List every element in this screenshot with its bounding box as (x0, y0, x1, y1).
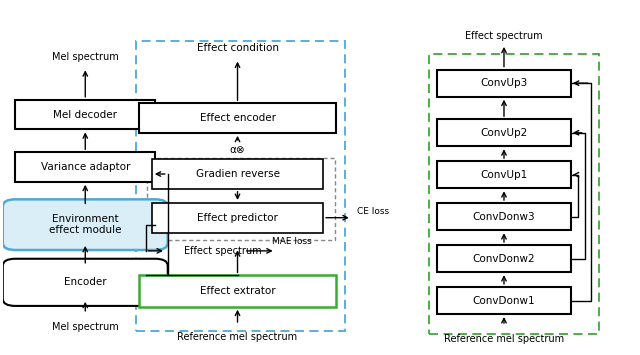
Text: Effect encoder: Effect encoder (200, 113, 276, 123)
Text: Mel spectrum: Mel spectrum (52, 52, 118, 62)
Text: α⊗: α⊗ (230, 146, 245, 155)
Text: Gradien reverse: Gradien reverse (196, 169, 280, 179)
FancyBboxPatch shape (152, 159, 323, 189)
Text: ConvDonw2: ConvDonw2 (473, 253, 535, 263)
FancyBboxPatch shape (15, 100, 155, 130)
Text: Effect predictor: Effect predictor (197, 213, 278, 223)
Text: Mel spectrum: Mel spectrum (52, 322, 118, 332)
FancyBboxPatch shape (139, 275, 336, 307)
Text: CE loss: CE loss (356, 207, 388, 216)
Text: Reference mel spectrum: Reference mel spectrum (177, 332, 298, 342)
Text: Reference mel spectrum: Reference mel spectrum (444, 334, 564, 344)
Text: Encoder: Encoder (64, 277, 107, 287)
Text: ConvDonw3: ConvDonw3 (473, 212, 535, 222)
Text: Effect condition: Effect condition (196, 43, 278, 53)
FancyBboxPatch shape (437, 70, 571, 97)
FancyBboxPatch shape (437, 245, 571, 272)
Text: ConvDonw1: ConvDonw1 (473, 295, 535, 306)
FancyBboxPatch shape (3, 259, 168, 306)
FancyBboxPatch shape (3, 200, 168, 250)
FancyBboxPatch shape (139, 103, 336, 133)
FancyBboxPatch shape (152, 203, 323, 233)
Text: Environment
effect module: Environment effect module (49, 214, 122, 235)
FancyBboxPatch shape (437, 287, 571, 314)
Text: MAE loss: MAE loss (271, 236, 311, 246)
FancyBboxPatch shape (437, 119, 571, 146)
FancyBboxPatch shape (437, 161, 571, 189)
Text: Effect extrator: Effect extrator (200, 286, 275, 296)
FancyBboxPatch shape (15, 152, 155, 182)
FancyBboxPatch shape (437, 203, 571, 230)
Text: ConvUp1: ConvUp1 (481, 170, 527, 180)
Text: Variance adaptor: Variance adaptor (40, 162, 130, 172)
Text: Mel decoder: Mel decoder (53, 110, 117, 120)
Text: Effect spectrum: Effect spectrum (465, 31, 543, 41)
Text: ConvUp2: ConvUp2 (481, 128, 527, 138)
Text: Effect spectrum: Effect spectrum (184, 246, 261, 256)
Text: ConvUp3: ConvUp3 (481, 78, 527, 88)
